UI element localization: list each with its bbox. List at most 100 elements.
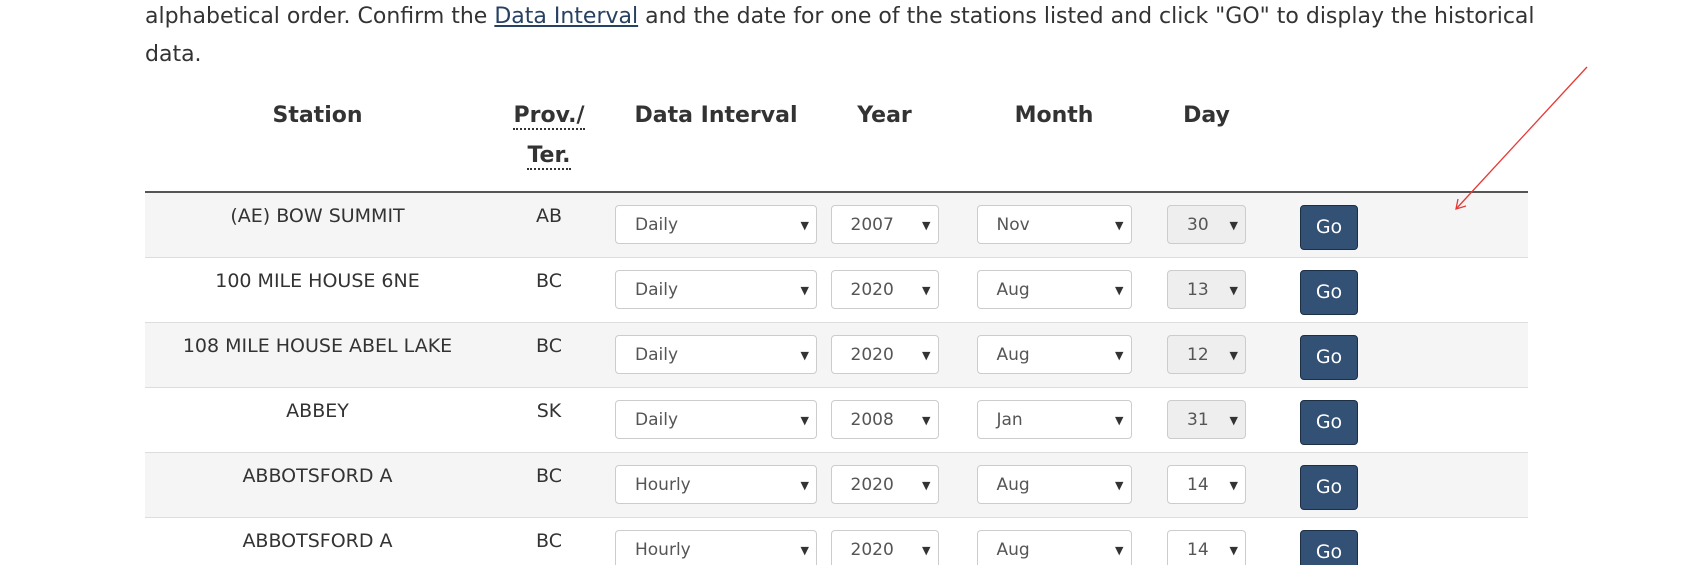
year-select[interactable]: 2007 ▼ (830, 205, 939, 245)
table-row: (AE) BOW SUMMIT AB Daily ▼ 2007 ▼ Nov ▼ 30 ▼ Go (145, 191, 1528, 257)
data-interval-value: Daily (635, 410, 679, 430)
go-cell: Go (1250, 516, 1528, 565)
day-value: 30 (1187, 215, 1209, 236)
data-interval-select[interactable]: Daily ▼ (615, 400, 817, 439)
caret-down-icon: ▼ (800, 479, 809, 492)
station-name: (AE) BOW SUMMIT (145, 191, 490, 257)
station-table: Station Prov./ Ter. Data Interval Year M… (145, 96, 1528, 565)
table-row: 108 MILE HOUSE ABEL LAKE BC Daily ▼ 2020 ▼ Aug… (145, 321, 1528, 387)
month-cell: Aug ▼ (945, 321, 1163, 387)
caret-down-icon: ▼ (1229, 414, 1238, 427)
interval-cell: Daily ▼ (608, 386, 824, 452)
day-value: 14 (1187, 540, 1209, 561)
go-button[interactable]: Go (1300, 465, 1358, 510)
go-button[interactable]: Go (1300, 400, 1358, 445)
year-cell: 2020 ▼ (824, 516, 945, 565)
month-select[interactable]: Aug ▼ (976, 530, 1132, 565)
caret-down-icon: ▼ (800, 544, 809, 558)
data-interval-value: Hourly (635, 540, 691, 561)
interval-cell: Hourly ▼ (608, 516, 824, 565)
year-cell: 2020 ▼ (824, 321, 945, 387)
data-interval-select[interactable]: Hourly ▼ (615, 530, 817, 565)
go-button[interactable]: Go (1300, 205, 1358, 251)
header-go (1250, 96, 1528, 193)
day-cell: 30 ▼ (1163, 191, 1250, 257)
year-cell: 2020 ▼ (824, 451, 945, 517)
month-select[interactable]: Aug ▼ (976, 335, 1132, 374)
table-row: 100 MILE HOUSE 6NE BC Daily ▼ 2020 ▼ Aug ▼ 13 ▼ Go (145, 256, 1528, 322)
data-interval-value: Daily (635, 215, 679, 236)
province: BC (490, 516, 608, 565)
caret-down-icon: ▼ (1229, 544, 1238, 558)
caret-down-icon: ▼ (1115, 284, 1124, 297)
intro-paragraph: alphabetical order. Confirm the Data Int… (145, 0, 1545, 74)
month-select[interactable]: Aug ▼ (976, 465, 1132, 504)
header-station: Station (145, 96, 490, 193)
month-value: Aug (996, 475, 1030, 495)
year-value: 2020 (850, 280, 894, 300)
go-button[interactable]: Go (1300, 270, 1358, 315)
day-select: 31 ▼ (1167, 400, 1246, 439)
caret-down-icon: ▼ (800, 284, 809, 297)
year-select[interactable]: 2020 ▼ (830, 530, 939, 565)
year-value: 2020 (850, 540, 894, 561)
day-select: 30 ▼ (1167, 205, 1246, 245)
table-row: ABBOTSFORD A BC Hourly ▼ 2020 ▼ Aug ▼ 14 ▼ Go (145, 451, 1528, 517)
table-body: (AE) BOW SUMMIT AB Daily ▼ 2007 ▼ Nov ▼ 30 ▼ Go 100… (145, 191, 1528, 565)
station-name: 100 MILE HOUSE 6NE (145, 256, 490, 322)
header-month: Month (945, 96, 1163, 193)
year-select[interactable]: 2020 ▼ (830, 465, 939, 504)
day-select: 13 ▼ (1167, 270, 1246, 309)
data-interval-value: Hourly (635, 475, 691, 495)
station-name: ABBOTSFORD A (145, 451, 490, 517)
data-interval-value: Daily (635, 345, 679, 365)
data-interval-select[interactable]: Daily ▼ (615, 205, 817, 245)
month-select[interactable]: Nov ▼ (976, 205, 1132, 245)
day-cell: 14 ▼ (1163, 516, 1250, 565)
intro-text-after: and the date for one of the stations lis… (145, 4, 1535, 67)
year-select[interactable]: 2020 ▼ (830, 335, 939, 374)
month-select[interactable]: Aug ▼ (976, 270, 1132, 309)
data-interval-select[interactable]: Daily ▼ (615, 335, 817, 374)
caret-down-icon: ▼ (922, 479, 931, 492)
day-value: 13 (1187, 280, 1209, 300)
caret-down-icon: ▼ (1115, 544, 1124, 558)
day-select[interactable]: 14 ▼ (1167, 530, 1246, 565)
intro-text-before: alphabetical order. Confirm the (145, 4, 495, 29)
year-value: 2020 (850, 345, 894, 365)
go-button[interactable]: Go (1300, 335, 1358, 380)
year-value: 2008 (850, 410, 894, 430)
year-select[interactable]: 2020 ▼ (830, 270, 939, 309)
caret-down-icon: ▼ (800, 414, 809, 427)
header-year: Year (824, 96, 945, 193)
caret-down-icon: ▼ (1115, 219, 1124, 233)
month-select[interactable]: Jan ▼ (976, 400, 1132, 439)
year-cell: 2020 ▼ (824, 256, 945, 322)
province: BC (490, 256, 608, 322)
day-cell: 31 ▼ (1163, 386, 1250, 452)
station-name: ABBOTSFORD A (145, 516, 490, 565)
year-cell: 2008 ▼ (824, 386, 945, 452)
caret-down-icon: ▼ (1229, 479, 1238, 492)
go-cell: Go (1250, 321, 1528, 387)
data-interval-link[interactable]: Data Interval (494, 4, 639, 29)
data-interval-select[interactable]: Hourly ▼ (615, 465, 817, 504)
data-interval-select[interactable]: Daily ▼ (615, 270, 817, 309)
interval-cell: Daily ▼ (608, 256, 824, 322)
province: BC (490, 451, 608, 517)
go-button[interactable]: Go (1300, 530, 1358, 565)
day-select[interactable]: 14 ▼ (1167, 465, 1246, 504)
table-row: ABBEY SK Daily ▼ 2008 ▼ Jan ▼ 31 ▼ Go (145, 386, 1528, 452)
caret-down-icon: ▼ (922, 284, 931, 297)
day-value: 31 (1187, 410, 1209, 430)
interval-cell: Daily ▼ (608, 321, 824, 387)
month-value: Aug (996, 280, 1030, 300)
interval-cell: Daily ▼ (608, 191, 824, 257)
day-cell: 13 ▼ (1163, 256, 1250, 322)
year-select[interactable]: 2008 ▼ (830, 400, 939, 439)
interval-cell: Hourly ▼ (608, 451, 824, 517)
header-day: Day (1163, 96, 1250, 193)
header-data-interval: Data Interval (608, 96, 824, 193)
year-value: 2020 (850, 475, 894, 495)
